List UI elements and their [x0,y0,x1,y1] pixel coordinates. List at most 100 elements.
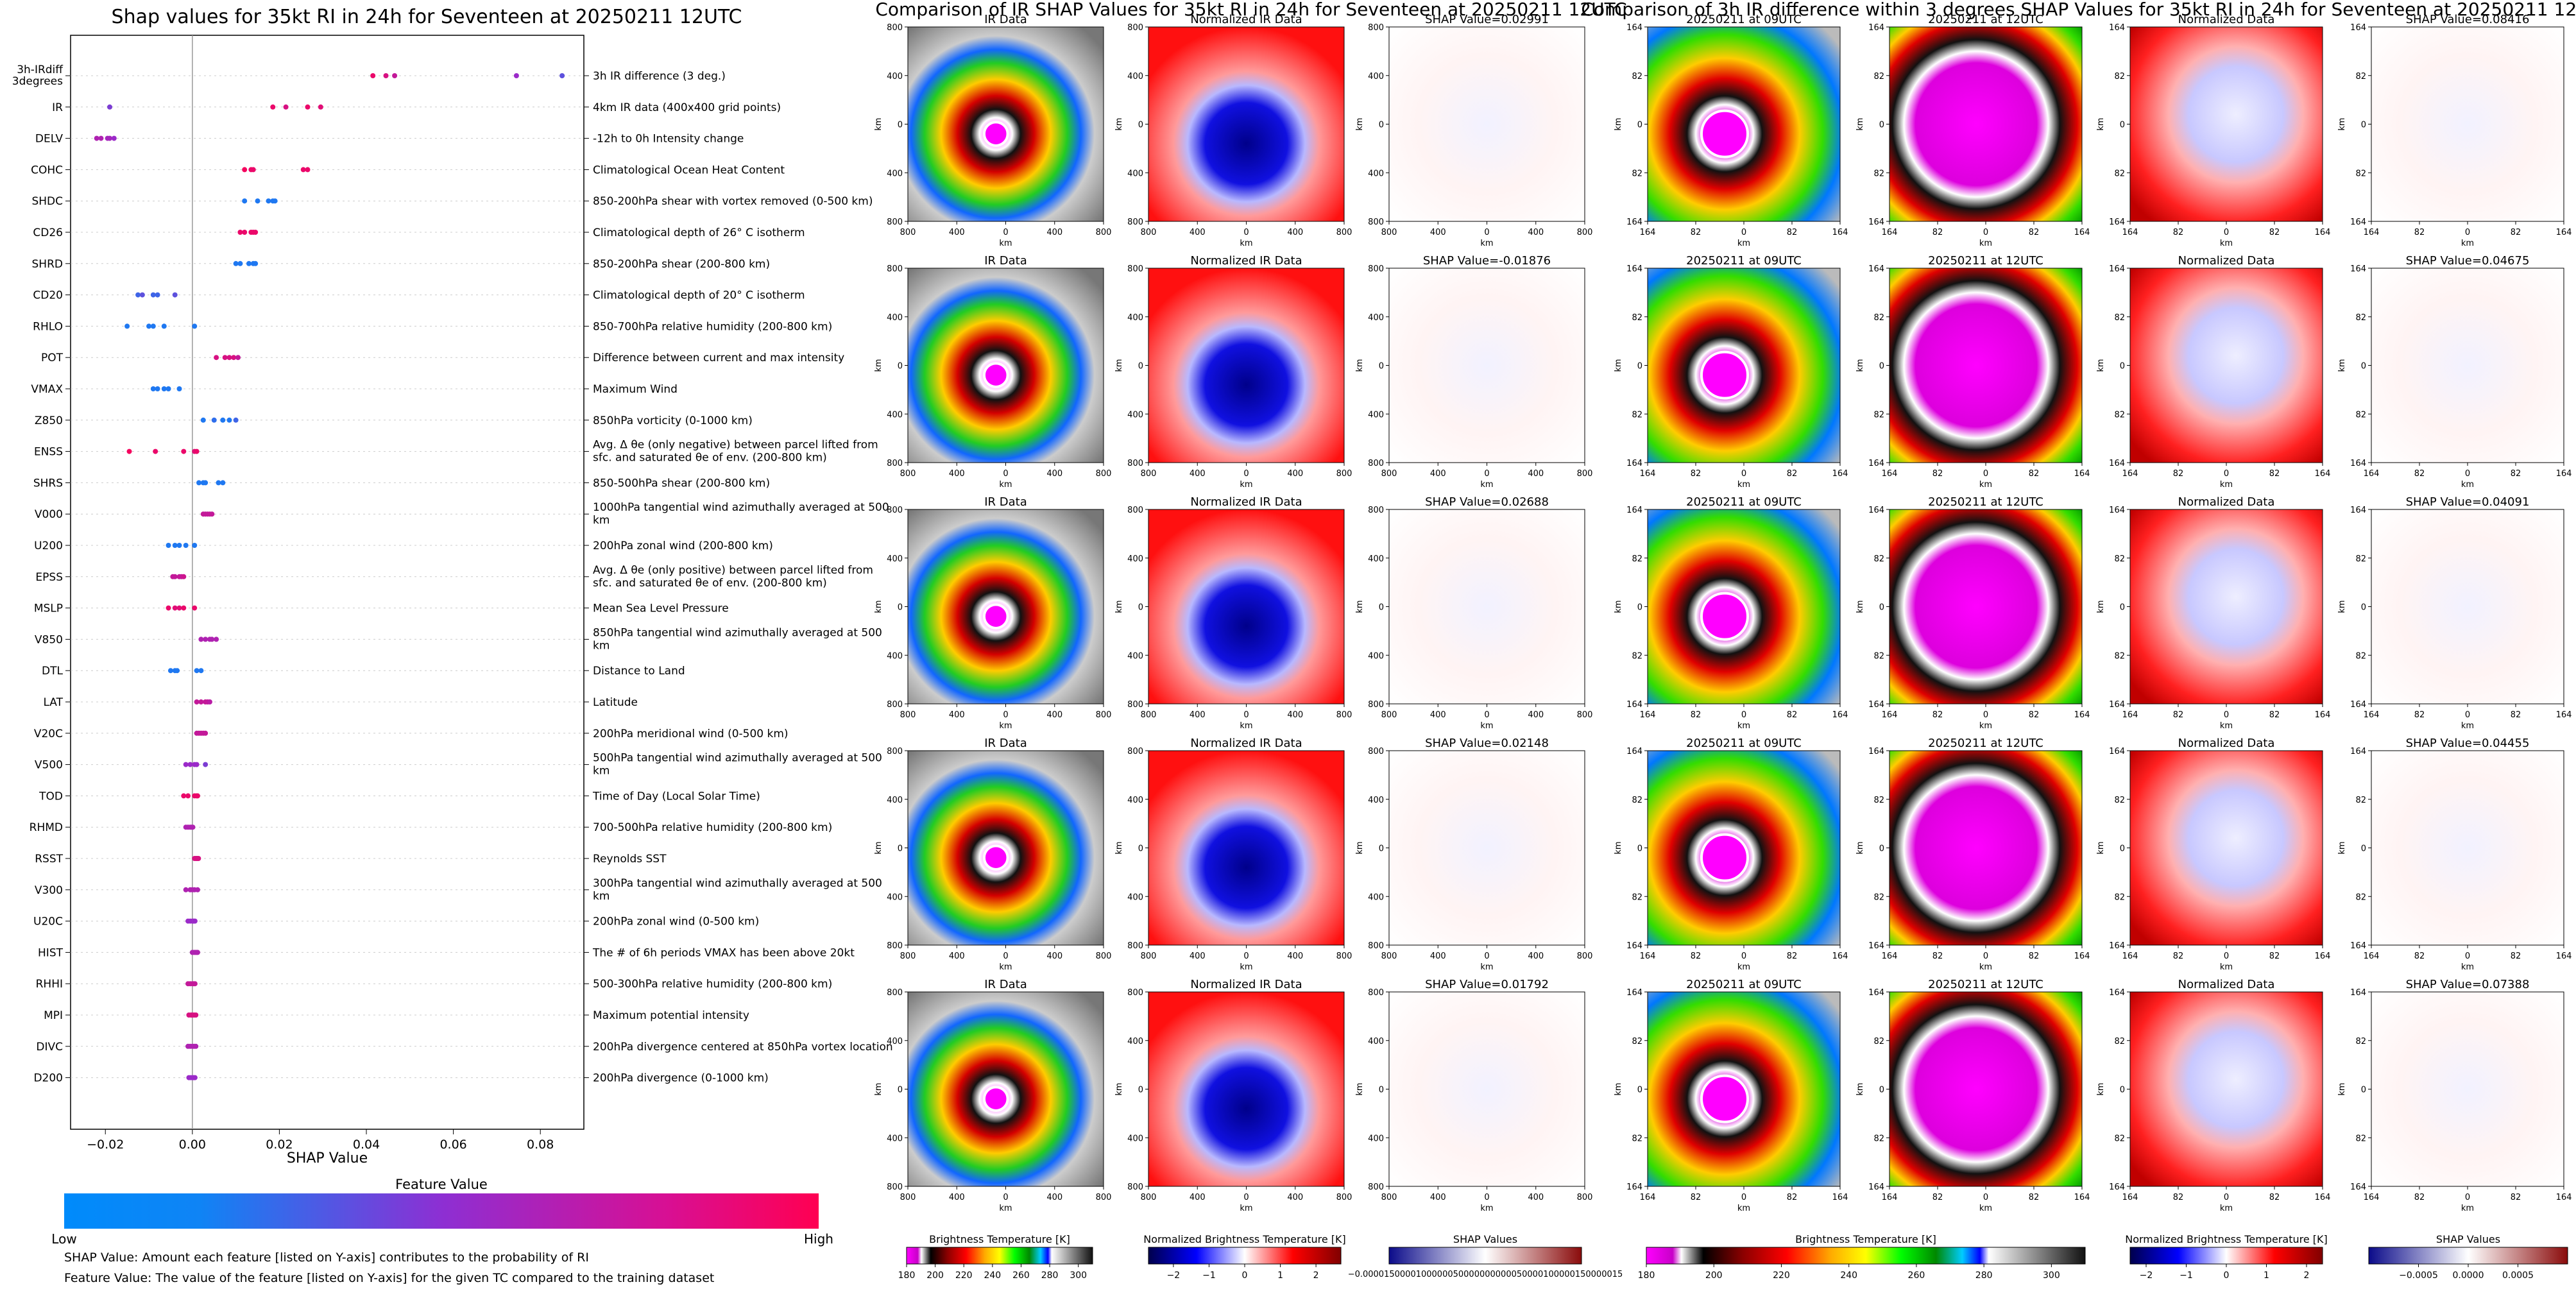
panel-y-tick-label: 400 [887,72,903,81]
panel-x-tick-label: 82 [2269,228,2280,237]
panel-y-tick-label: 82 [2355,1134,2366,1143]
panel-x-tick-label: 400 [1528,710,1544,720]
colorbar-tick-label: 200 [1705,1270,1723,1281]
panel-x-tick-label: 164 [1832,710,1848,720]
shap-point [214,355,219,361]
panel-x-tick-label: 0 [1741,1193,1746,1202]
panel-y-tick-label: 164 [1626,459,1642,468]
shap-point [220,417,226,423]
panel-x-tick-label: 800 [1141,1193,1157,1202]
shap-point [192,323,198,329]
feature-description-line: Avg. Δ θe (only negative) between parcel… [593,439,878,452]
feature-description: 850-200hPa shear (200-800 km) [593,258,770,271]
shap-point [172,292,178,298]
shap-point [176,605,182,611]
shap-point [253,260,259,266]
diff-shap-image [2371,991,2564,1187]
shap-point [192,918,198,924]
panel-y-axis-label: km [874,1082,883,1095]
shap-point [192,605,198,611]
panel-y-tick-label: 0 [1379,362,1384,371]
normalized-diff-image [2129,750,2323,946]
ir-shap-image [1388,509,1585,704]
panel-x-tick-label: 400 [1528,952,1544,961]
panel-y-tick-label: 800 [1368,23,1384,33]
panel-y-axis-label: km [2096,117,2106,130]
normalized-ir-image [1148,991,1345,1187]
panel-y-tick-label: 800 [1127,1182,1143,1192]
shap-point [166,543,171,548]
panel-y-axis-label: km [1114,359,1124,371]
panel-y-tick-label: 400 [1127,169,1143,178]
panel-y-tick-label: 82 [1873,892,1884,902]
panel-x-tick-label: 82 [2511,710,2521,720]
panel-x-tick-label: 400 [1287,469,1303,479]
shap-point [193,1012,199,1018]
panel-x-axis-label: km [999,1204,1012,1213]
panel-y-tick-label: 0 [2361,603,2366,613]
shap-point [237,260,243,266]
feature-description-line: 850hPa tangential wind azimuthally avera… [593,626,882,639]
panel-y-tick-label: 82 [2355,796,2366,805]
panel-y-tick-label: 82 [1873,410,1884,420]
feature-code: RSST [35,853,63,866]
panel-x-tick-label: 0 [2224,710,2229,720]
panel-x-tick-label: 400 [1046,228,1062,237]
shap-point [226,417,232,423]
shap-point [198,699,204,704]
panel-x-tick-label: 400 [1528,469,1544,479]
panel-y-tick-label: 400 [1368,651,1384,661]
shap-point [107,135,113,141]
panel-y-tick-label: 400 [1127,892,1143,902]
panel-title: Normalized IR Data [1190,737,1302,750]
feature-description: 850hPa vorticity (0-1000 km) [593,414,753,427]
diff-shap-image [2371,26,2564,222]
panel-x-tick-label: 164 [2122,710,2138,720]
panel-y-tick-label: 82 [2114,651,2125,661]
panel-x-tick-label: 800 [1381,710,1397,720]
shap-summary-title: Shap values for 35kt RI in 24h for Seven… [112,6,742,28]
panel-y-tick-label: 800 [1127,218,1143,227]
shap-point [167,668,173,674]
feature-code: U20C [33,916,63,928]
diff-shap-image [2371,509,2564,704]
feature-code-line: 3degrees [12,75,63,88]
shap-point [222,355,228,361]
panel-y-axis-label: km [1614,841,1623,854]
ir-12utc-image [1889,509,2083,704]
feature-code: ENSS [34,446,63,459]
panel-y-tick-label: 0 [1379,121,1384,130]
colorbar-tick-label: 1 [2264,1270,2269,1281]
panel-x-tick-label: 400 [949,469,965,479]
panel-x-tick-label: 0 [1741,710,1746,720]
panel-x-tick-label: 800 [1381,469,1397,479]
panel-x-tick-label: 82 [1932,469,1943,479]
colorbar-tick-label: −0.0005 [2399,1270,2438,1281]
panel-y-tick-label: 800 [1127,459,1143,468]
panel-x-axis-label: km [2220,239,2233,248]
feature-code-line: 3h-IRdiff [17,64,64,76]
panel-x-axis-label: km [1737,721,1750,731]
panel-y-axis-label: km [2096,600,2106,613]
panel-x-axis-label: km [1737,239,1750,248]
feature-code: SHRD [32,258,63,271]
shap-point [283,104,289,110]
x-tick-label: 0.06 [439,1138,466,1152]
panel-x-tick-label: 800 [1141,952,1157,961]
panel-x-tick-label: 0 [1003,469,1008,479]
storm-eye [982,603,1009,629]
mid-cbar2 [1148,1247,1342,1265]
feature-description-line: km [593,765,610,778]
panel-x-tick-label: 0 [1983,952,1988,961]
feature-code: EPSS [35,571,63,584]
feature-description: Climatological depth of 20° C isotherm [593,289,805,302]
normalized-ir-image [1148,26,1345,222]
shap-point [185,793,191,799]
storm-eye [1700,833,1749,882]
colorbar-tick-label: 300 [1070,1270,1087,1281]
shap-point [172,574,178,579]
panel-y-tick-label: 0 [2120,362,2125,371]
panel-y-tick-label: 82 [2355,313,2366,323]
panel-x-axis-label: km [1979,721,1992,731]
shap-point [370,73,376,78]
